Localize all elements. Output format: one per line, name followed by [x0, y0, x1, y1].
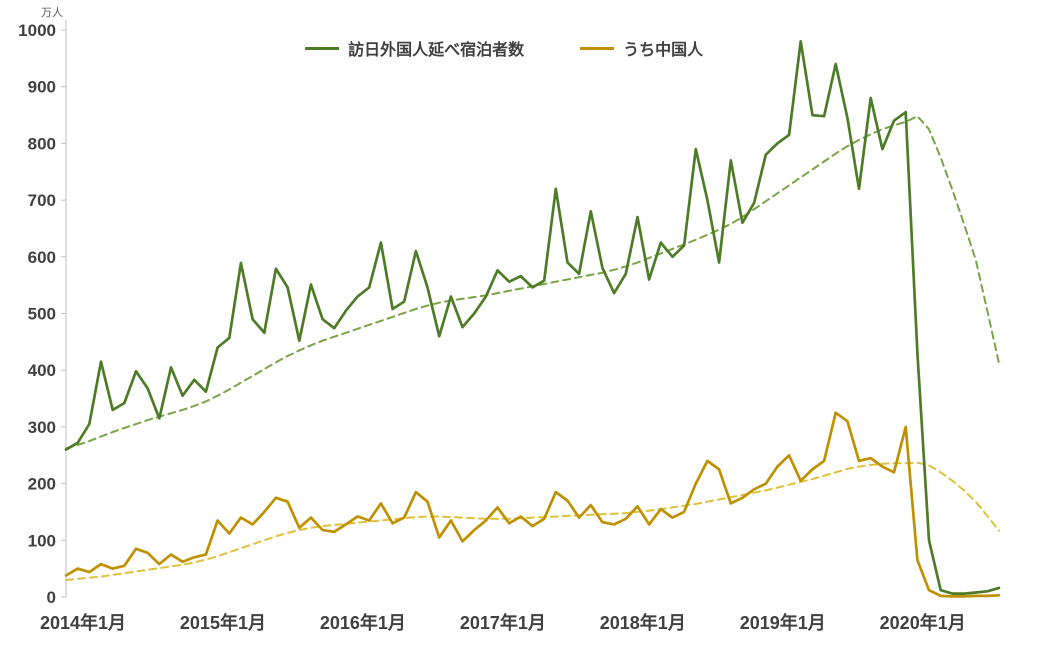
series-chinese-guests [64, 411, 1001, 598]
x-tick-label: 2018年1月 [600, 612, 686, 633]
x-tick-label: 2016年1月 [320, 612, 406, 633]
series-foreign-guests-trend [65, 115, 1000, 450]
legend-item-foreign-guests: 訪日外国人延べ宿泊者数 [305, 36, 524, 60]
y-tick-label: 800 [28, 134, 56, 153]
legend-line-swatch-gold [580, 46, 615, 50]
x-tick-label: 2015年1月 [180, 612, 266, 633]
y-tick-label: 100 [28, 531, 56, 550]
y-tick-label: 600 [28, 248, 56, 267]
legend-item-chinese-guests: うち中国人 [580, 36, 703, 60]
y-tick-label: 500 [28, 305, 56, 324]
legend-line-swatch-green [305, 46, 340, 50]
series-foreign-guests [64, 39, 1001, 595]
legend-label-chinese-guests: うち中国人 [623, 42, 704, 59]
y-tick-label: 0 [47, 588, 56, 607]
legend-label-foreign-guests: 訪日外国人延べ宿泊者数 [348, 42, 525, 59]
x-tick-label: 2014年1月 [40, 612, 126, 633]
y-tick-label: 300 [28, 418, 56, 437]
chart-legend: 訪日外国人延べ宿泊者数 うち中国人 [305, 36, 703, 60]
y-tick-label: 700 [28, 191, 56, 210]
chart-series [64, 39, 1001, 598]
y-tick-label: 200 [28, 475, 56, 494]
y-axis-unit-label: 万人 [41, 6, 63, 19]
y-tick-label: 1000 [18, 21, 56, 40]
chart-axes: 0 100 200 300 400 500 600 700 800 900 1000 2014年1月 2… [18, 20, 966, 633]
y-tick-label: 900 [28, 78, 56, 97]
y-tick-label: 400 [28, 361, 56, 380]
x-tick-label: 2020年1月 [880, 612, 966, 633]
x-tick-label: 2017年1月 [460, 612, 546, 633]
series-chinese-guests-trend [65, 461, 1000, 581]
x-tick-label: 2019年1月 [740, 612, 826, 633]
